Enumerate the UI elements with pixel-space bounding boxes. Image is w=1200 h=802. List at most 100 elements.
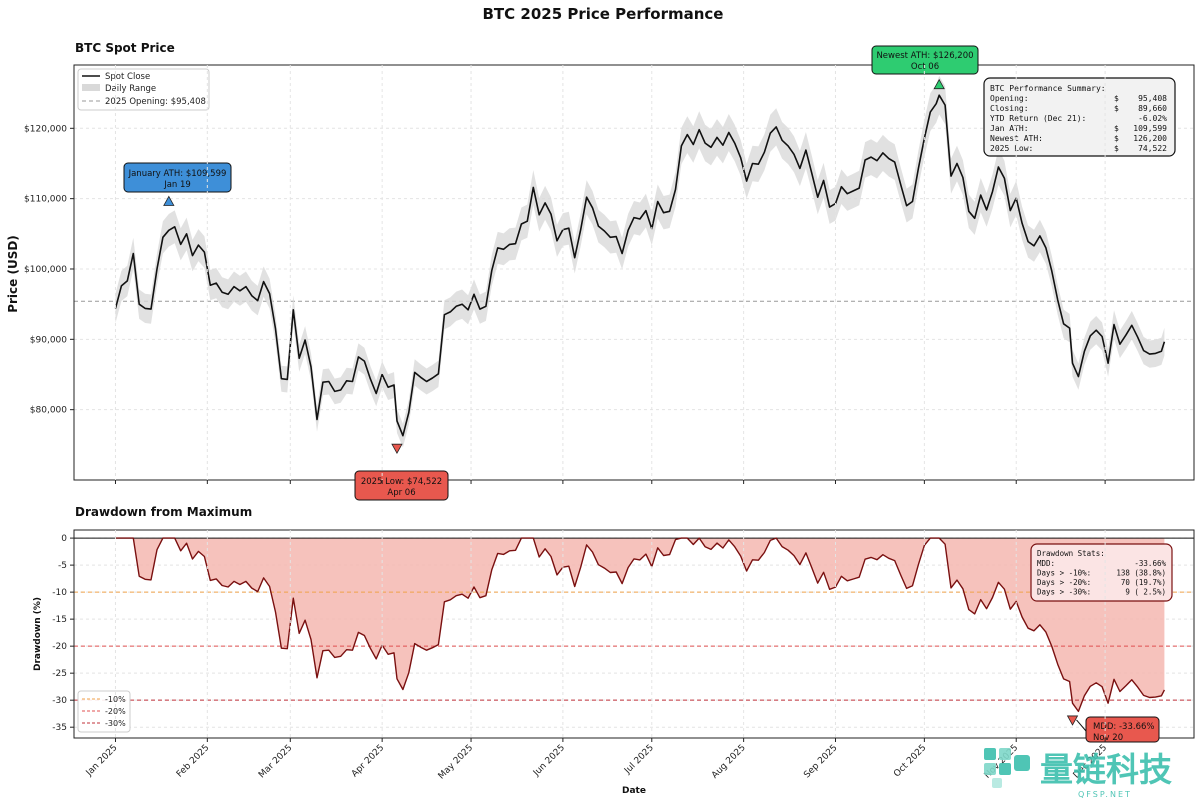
legend-box bbox=[77, 690, 131, 733]
annotation-box bbox=[871, 45, 979, 75]
annotation-marker bbox=[391, 443, 403, 455]
watermark-icon bbox=[984, 748, 1030, 788]
summary-key: Jan ATH: bbox=[990, 124, 1029, 133]
drawdown-y-label: Drawdown (%) bbox=[33, 597, 43, 671]
watermark-subtext: QFSP.NET bbox=[1078, 790, 1132, 799]
price-y-ticks: $80,000 $90,000 $100,000 $110,000 $120,000 bbox=[24, 124, 74, 416]
annotation-label: MDD: -33.66% bbox=[1093, 722, 1154, 732]
drawdown-line bbox=[115, 537, 1166, 713]
legend-label-spot-close: Spot Close bbox=[105, 72, 150, 82]
annotation-box bbox=[1085, 716, 1160, 743]
mdd-arrow bbox=[1076, 719, 1087, 732]
watermark-text: 量链科技 bbox=[1040, 750, 1172, 789]
x-tick-label: Feb 2025 bbox=[175, 743, 212, 780]
summary-value: 109,599 bbox=[1133, 124, 1167, 133]
y-tick-label: -20 bbox=[52, 642, 67, 652]
x-tick-label: Oct 2025 bbox=[892, 743, 928, 779]
annotation-newest-ath: Newest ATH: $126,200 Oct 06 bbox=[871, 45, 979, 75]
summary-value: 95,408 bbox=[1138, 94, 1167, 103]
summary-value: 126,200 bbox=[1133, 134, 1167, 143]
drawdown-stats-box: Drawdown Stats: MDD: -33.66% Days > -10%: 1… bbox=[1030, 543, 1173, 602]
drawdown-markers bbox=[1066, 715, 1079, 726]
x-tick-label: Jul 2025 bbox=[622, 743, 656, 777]
y-tick-label: -25 bbox=[52, 669, 67, 679]
x-tick-label: Mar 2025 bbox=[257, 743, 294, 780]
y-tick-label: $80,000 bbox=[30, 406, 67, 416]
stats-key: Days > -10%: bbox=[1037, 569, 1091, 578]
summary-currency: $ bbox=[1114, 144, 1119, 153]
y-tick-label: $110,000 bbox=[24, 195, 67, 205]
stats-title: Drawdown Stats: bbox=[1037, 549, 1105, 558]
legend-box bbox=[77, 68, 210, 111]
summary-currency: $ bbox=[1114, 94, 1119, 103]
annotation-label: January ATH: $109,599 bbox=[128, 169, 227, 179]
stats-box-frame bbox=[1030, 543, 1173, 602]
stats-value: -33.66% bbox=[1134, 559, 1166, 568]
x-tick-label: May 2025 bbox=[437, 743, 475, 781]
x-tick-label: Jun 2025 bbox=[531, 743, 567, 779]
mdd-marker bbox=[1066, 715, 1079, 726]
stats-rows: MDD: -33.66% Days > -10%: 138 (38.8%) Days >… bbox=[1037, 559, 1166, 597]
price-legend: Spot Close Daily Range 2025 Opening: $95… bbox=[77, 68, 210, 111]
legend-swatch-daily-range bbox=[82, 84, 100, 91]
y-tick-label: -35 bbox=[52, 723, 67, 733]
y-tick-label: $90,000 bbox=[30, 335, 67, 345]
summary-rows: Opening: $95,408 Closing: $89,660 YTD Return… bbox=[990, 94, 1167, 153]
annotation-marker bbox=[933, 78, 945, 90]
annotation-box bbox=[354, 470, 449, 501]
price-axes-frame bbox=[73, 64, 1195, 481]
drawdown-y-ticks: 0 -5 -10 -15 -20 -25 -30 -35 bbox=[52, 534, 74, 733]
y-tick-label: -5 bbox=[58, 561, 67, 571]
x-axis-label: Date bbox=[622, 786, 646, 796]
price-panel-title: BTC Spot Price bbox=[75, 41, 175, 55]
summary-key: Closing: bbox=[990, 104, 1029, 113]
legend-label-opening: 2025 Opening: $95,408 bbox=[105, 97, 206, 107]
drawdown-legend: -10% -20% -30% bbox=[77, 690, 131, 733]
summary-key: 2025 Low: bbox=[990, 144, 1033, 153]
annotation-marker bbox=[163, 195, 175, 206]
summary-currency: $ bbox=[1114, 104, 1119, 113]
legend-label-daily-range: Daily Range bbox=[105, 84, 156, 94]
price-grid bbox=[74, 127, 1194, 411]
drawdown-area bbox=[115, 538, 1165, 712]
drawdown-axes-frame bbox=[73, 529, 1195, 739]
y-tick-label: -15 bbox=[52, 615, 67, 625]
x-tick-label: Aug 2025 bbox=[710, 743, 748, 781]
annotation-2025-low: 2025 Low: $74,522 Apr 06 bbox=[354, 470, 449, 501]
watermark-logo: 量链科技 QFSP.NET bbox=[984, 748, 1172, 799]
summary-currency: $ bbox=[1114, 124, 1119, 133]
summary-box-frame bbox=[983, 77, 1176, 157]
threshold-lines bbox=[74, 591, 1194, 701]
x-tick-label: Sep 2025 bbox=[802, 743, 839, 780]
price-markers bbox=[163, 78, 945, 455]
annotation-date: Oct 06 bbox=[911, 62, 939, 72]
summary-key: YTD Return (Dec 21): bbox=[990, 114, 1086, 123]
x-tick-label: Apr 2025 bbox=[350, 743, 386, 779]
x-tick-label: Jan 2025 bbox=[84, 743, 120, 779]
y-tick-label: $120,000 bbox=[24, 124, 67, 134]
annotation-label: 2025 Low: $74,522 bbox=[361, 477, 442, 487]
annotation-date: Nov 20 bbox=[1093, 733, 1123, 743]
y-tick-label: -10 bbox=[52, 588, 67, 598]
annotation-mdd: MDD: -33.66% Nov 20 bbox=[1076, 716, 1160, 743]
summary-value: 74,522 bbox=[1138, 144, 1167, 153]
stats-key: Days > -20%: bbox=[1037, 578, 1091, 587]
y-tick-label: $100,000 bbox=[24, 265, 67, 275]
summary-value: 89,660 bbox=[1138, 104, 1167, 113]
annotation-date: Jan 19 bbox=[163, 180, 191, 190]
price-line bbox=[114, 94, 1166, 437]
price-y-label: Price (USD) bbox=[6, 235, 20, 313]
summary-value: -6.02% bbox=[1138, 114, 1167, 123]
annotation-jan-ath: January ATH: $109,599 Jan 19 bbox=[123, 162, 232, 193]
drawdown-panel-title: Drawdown from Maximum bbox=[75, 505, 252, 519]
annotation-date: Apr 06 bbox=[387, 488, 415, 498]
summary-title: BTC Performance Summary: bbox=[990, 84, 1106, 93]
stats-key: MDD: bbox=[1037, 559, 1055, 568]
performance-summary-box: BTC Performance Summary: Opening: $95,408… bbox=[983, 77, 1176, 157]
figure-title: BTC 2025 Price Performance bbox=[483, 5, 724, 23]
summary-key: Opening: bbox=[990, 94, 1029, 103]
y-tick-label: -30 bbox=[52, 696, 67, 706]
annotation-label: Newest ATH: $126,200 bbox=[876, 51, 973, 61]
stats-value: 9 ( 2.5%) bbox=[1125, 588, 1166, 597]
